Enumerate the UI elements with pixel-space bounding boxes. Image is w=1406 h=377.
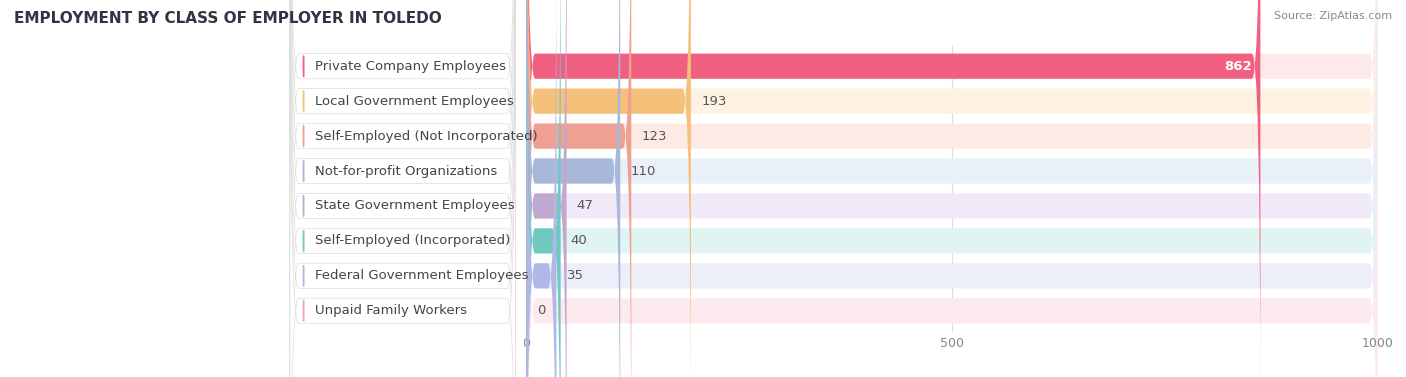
FancyBboxPatch shape (527, 0, 557, 377)
FancyBboxPatch shape (527, 0, 1260, 377)
FancyBboxPatch shape (527, 0, 1378, 377)
Text: 35: 35 (567, 269, 583, 282)
Text: Local Government Employees: Local Government Employees (315, 95, 515, 108)
FancyBboxPatch shape (527, 0, 1378, 377)
FancyBboxPatch shape (290, 0, 516, 377)
FancyBboxPatch shape (527, 0, 1378, 377)
Text: 193: 193 (702, 95, 727, 108)
Text: Self-Employed (Incorporated): Self-Employed (Incorporated) (315, 234, 510, 247)
Text: Source: ZipAtlas.com: Source: ZipAtlas.com (1274, 11, 1392, 21)
Text: Private Company Employees: Private Company Employees (315, 60, 506, 73)
FancyBboxPatch shape (290, 0, 516, 377)
Text: State Government Employees: State Government Employees (315, 199, 515, 213)
FancyBboxPatch shape (527, 0, 1378, 377)
Text: 123: 123 (641, 130, 666, 143)
FancyBboxPatch shape (290, 0, 516, 377)
FancyBboxPatch shape (290, 0, 516, 377)
FancyBboxPatch shape (527, 0, 620, 377)
Text: Not-for-profit Organizations: Not-for-profit Organizations (315, 164, 498, 178)
FancyBboxPatch shape (527, 0, 1378, 377)
FancyBboxPatch shape (290, 0, 516, 377)
FancyBboxPatch shape (290, 0, 516, 377)
Text: 862: 862 (1225, 60, 1251, 73)
Text: 0: 0 (537, 304, 546, 317)
FancyBboxPatch shape (527, 0, 1378, 377)
FancyBboxPatch shape (527, 0, 561, 377)
FancyBboxPatch shape (527, 0, 631, 377)
Text: Self-Employed (Not Incorporated): Self-Employed (Not Incorporated) (315, 130, 538, 143)
Text: EMPLOYMENT BY CLASS OF EMPLOYER IN TOLEDO: EMPLOYMENT BY CLASS OF EMPLOYER IN TOLED… (14, 11, 441, 26)
Text: Federal Government Employees: Federal Government Employees (315, 269, 529, 282)
FancyBboxPatch shape (527, 0, 690, 377)
Text: 40: 40 (571, 234, 588, 247)
Text: 110: 110 (630, 164, 655, 178)
FancyBboxPatch shape (527, 0, 1378, 377)
FancyBboxPatch shape (290, 0, 516, 377)
Text: 47: 47 (576, 199, 593, 213)
Text: Unpaid Family Workers: Unpaid Family Workers (315, 304, 467, 317)
FancyBboxPatch shape (527, 0, 1378, 377)
FancyBboxPatch shape (527, 0, 567, 377)
FancyBboxPatch shape (290, 0, 516, 377)
